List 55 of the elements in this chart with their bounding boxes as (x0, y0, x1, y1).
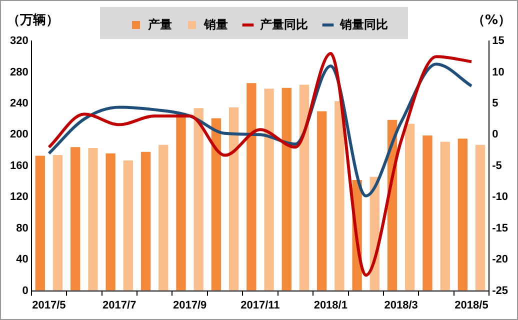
x-tick-label: 2018/3 (384, 299, 418, 312)
y2-tick-label: 0 (492, 128, 498, 141)
y2-tick-label: 5 (492, 97, 498, 110)
line-series (47, 52, 473, 277)
bar (194, 108, 204, 290)
x-tick-label: 2017/7 (102, 299, 136, 312)
bar (52, 154, 63, 290)
x-tick-label: 2017/11 (240, 299, 280, 312)
x-tick-label: 2017/5 (32, 299, 66, 312)
bar (405, 124, 415, 290)
bar (317, 111, 327, 290)
y-tick-label: 280 (10, 66, 28, 78)
x-tick-label: 2018/1 (314, 299, 348, 312)
y-tick-label: 40 (16, 254, 28, 266)
y2-tick-label: -5 (492, 160, 502, 172)
bar (211, 118, 222, 290)
y-tick-label: 0 (22, 284, 28, 297)
bar (70, 147, 80, 290)
y2-tick-label: -25 (492, 284, 508, 297)
bar (158, 144, 168, 290)
bar (299, 84, 310, 290)
bar (458, 138, 468, 290)
y-tick-label: 80 (16, 222, 28, 234)
x-tick-label: 2017/9 (172, 299, 207, 312)
y2-axis-title: （%） (472, 12, 511, 29)
y2-tick-label: -15 (492, 222, 508, 234)
y-tick-label: 120 (10, 191, 28, 204)
legend-label: 销量 (203, 17, 228, 32)
x-tick-label: 2018/5 (454, 299, 488, 312)
y-tick-label: 240 (10, 97, 28, 110)
bar (228, 107, 239, 290)
bar (282, 88, 292, 290)
y2-tick-label: 15 (492, 35, 504, 48)
bar (440, 142, 450, 290)
bar (422, 135, 432, 290)
bar (35, 156, 45, 290)
y2-tick-label: -10 (492, 191, 508, 204)
bar (123, 160, 134, 290)
y-tick-label: 160 (10, 160, 28, 172)
legend-label: 产量同比 (259, 17, 308, 32)
legend-label: 产量 (147, 17, 172, 32)
bar (176, 112, 186, 290)
bar (264, 88, 274, 290)
y2-tick-label: -20 (492, 254, 508, 266)
bar (334, 101, 344, 290)
y2-tick-label: 10 (492, 66, 504, 78)
y-tick-label: 320 (10, 35, 28, 48)
bar (140, 152, 151, 290)
bar (88, 148, 98, 290)
bar (475, 144, 486, 290)
legend-label: 销量同比 (339, 17, 388, 32)
bar (106, 153, 116, 290)
y-axis-title: （万辆） (7, 12, 59, 29)
y-tick-label: 200 (10, 128, 28, 141)
bar (246, 83, 256, 290)
